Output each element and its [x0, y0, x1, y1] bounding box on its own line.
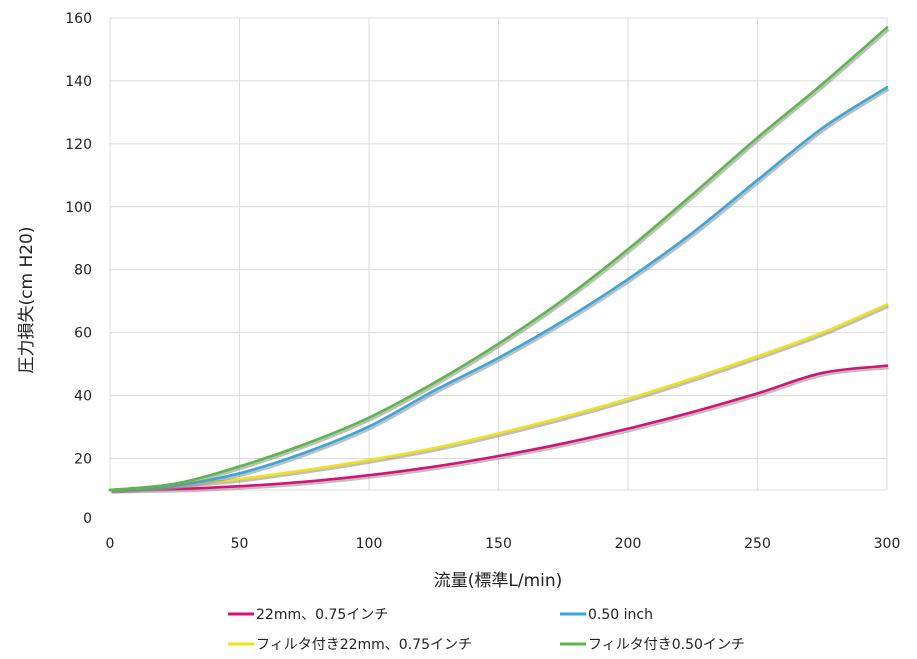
y-tick-label: 140: [65, 74, 92, 90]
x-tick-label: 100: [356, 536, 383, 552]
x-tick-label: 300: [874, 536, 901, 552]
y-tick-label: 40: [74, 389, 92, 405]
x-tick-label: 0: [106, 536, 115, 552]
series-line-2: [108, 85, 889, 492]
tick-layer: 0 50 100 150 200 250 300 0 20 40 60 80 100 120 140 160: [65, 11, 900, 552]
series-layer: [108, 26, 890, 494]
series-line-shadow: [111, 28, 890, 494]
y-tick-label: 0: [83, 511, 92, 527]
x-tick-label: 200: [615, 536, 642, 552]
legend: 22mm、0.75インチ 0.50 inch フィルタ付き22mm、0.75インチ フ…: [228, 607, 745, 653]
series-line-4: [108, 26, 889, 492]
y-tick-label: 80: [74, 263, 92, 279]
y-tick-label: 60: [74, 326, 92, 342]
y-tick-label: 120: [65, 137, 92, 153]
series-line-1: [108, 364, 889, 492]
x-tick-label: 250: [744, 536, 771, 552]
y-tick-label: 160: [65, 11, 92, 27]
x-tick-label: 150: [485, 536, 512, 552]
x-axis-title: 流量(標準L/min): [434, 571, 563, 591]
grid-layer: [109, 17, 888, 491]
legend-label-1: 22mm、0.75インチ: [256, 607, 388, 623]
series-line-shadow: [111, 304, 890, 494]
y-tick-label: 100: [65, 200, 92, 216]
series-line-shadow: [111, 366, 889, 494]
legend-label-4: フィルタ付き0.50インチ: [588, 637, 745, 653]
y-tick-label: 20: [74, 452, 92, 468]
series-line-3: [108, 303, 889, 492]
series-line-shadow: [111, 87, 890, 494]
legend-label-3: フィルタ付き22mm、0.75インチ: [256, 637, 472, 653]
legend-label-2: 0.50 inch: [588, 607, 653, 623]
y-axis-title: 圧力損失(cm H20): [17, 227, 37, 374]
x-tick-label: 50: [231, 536, 249, 552]
